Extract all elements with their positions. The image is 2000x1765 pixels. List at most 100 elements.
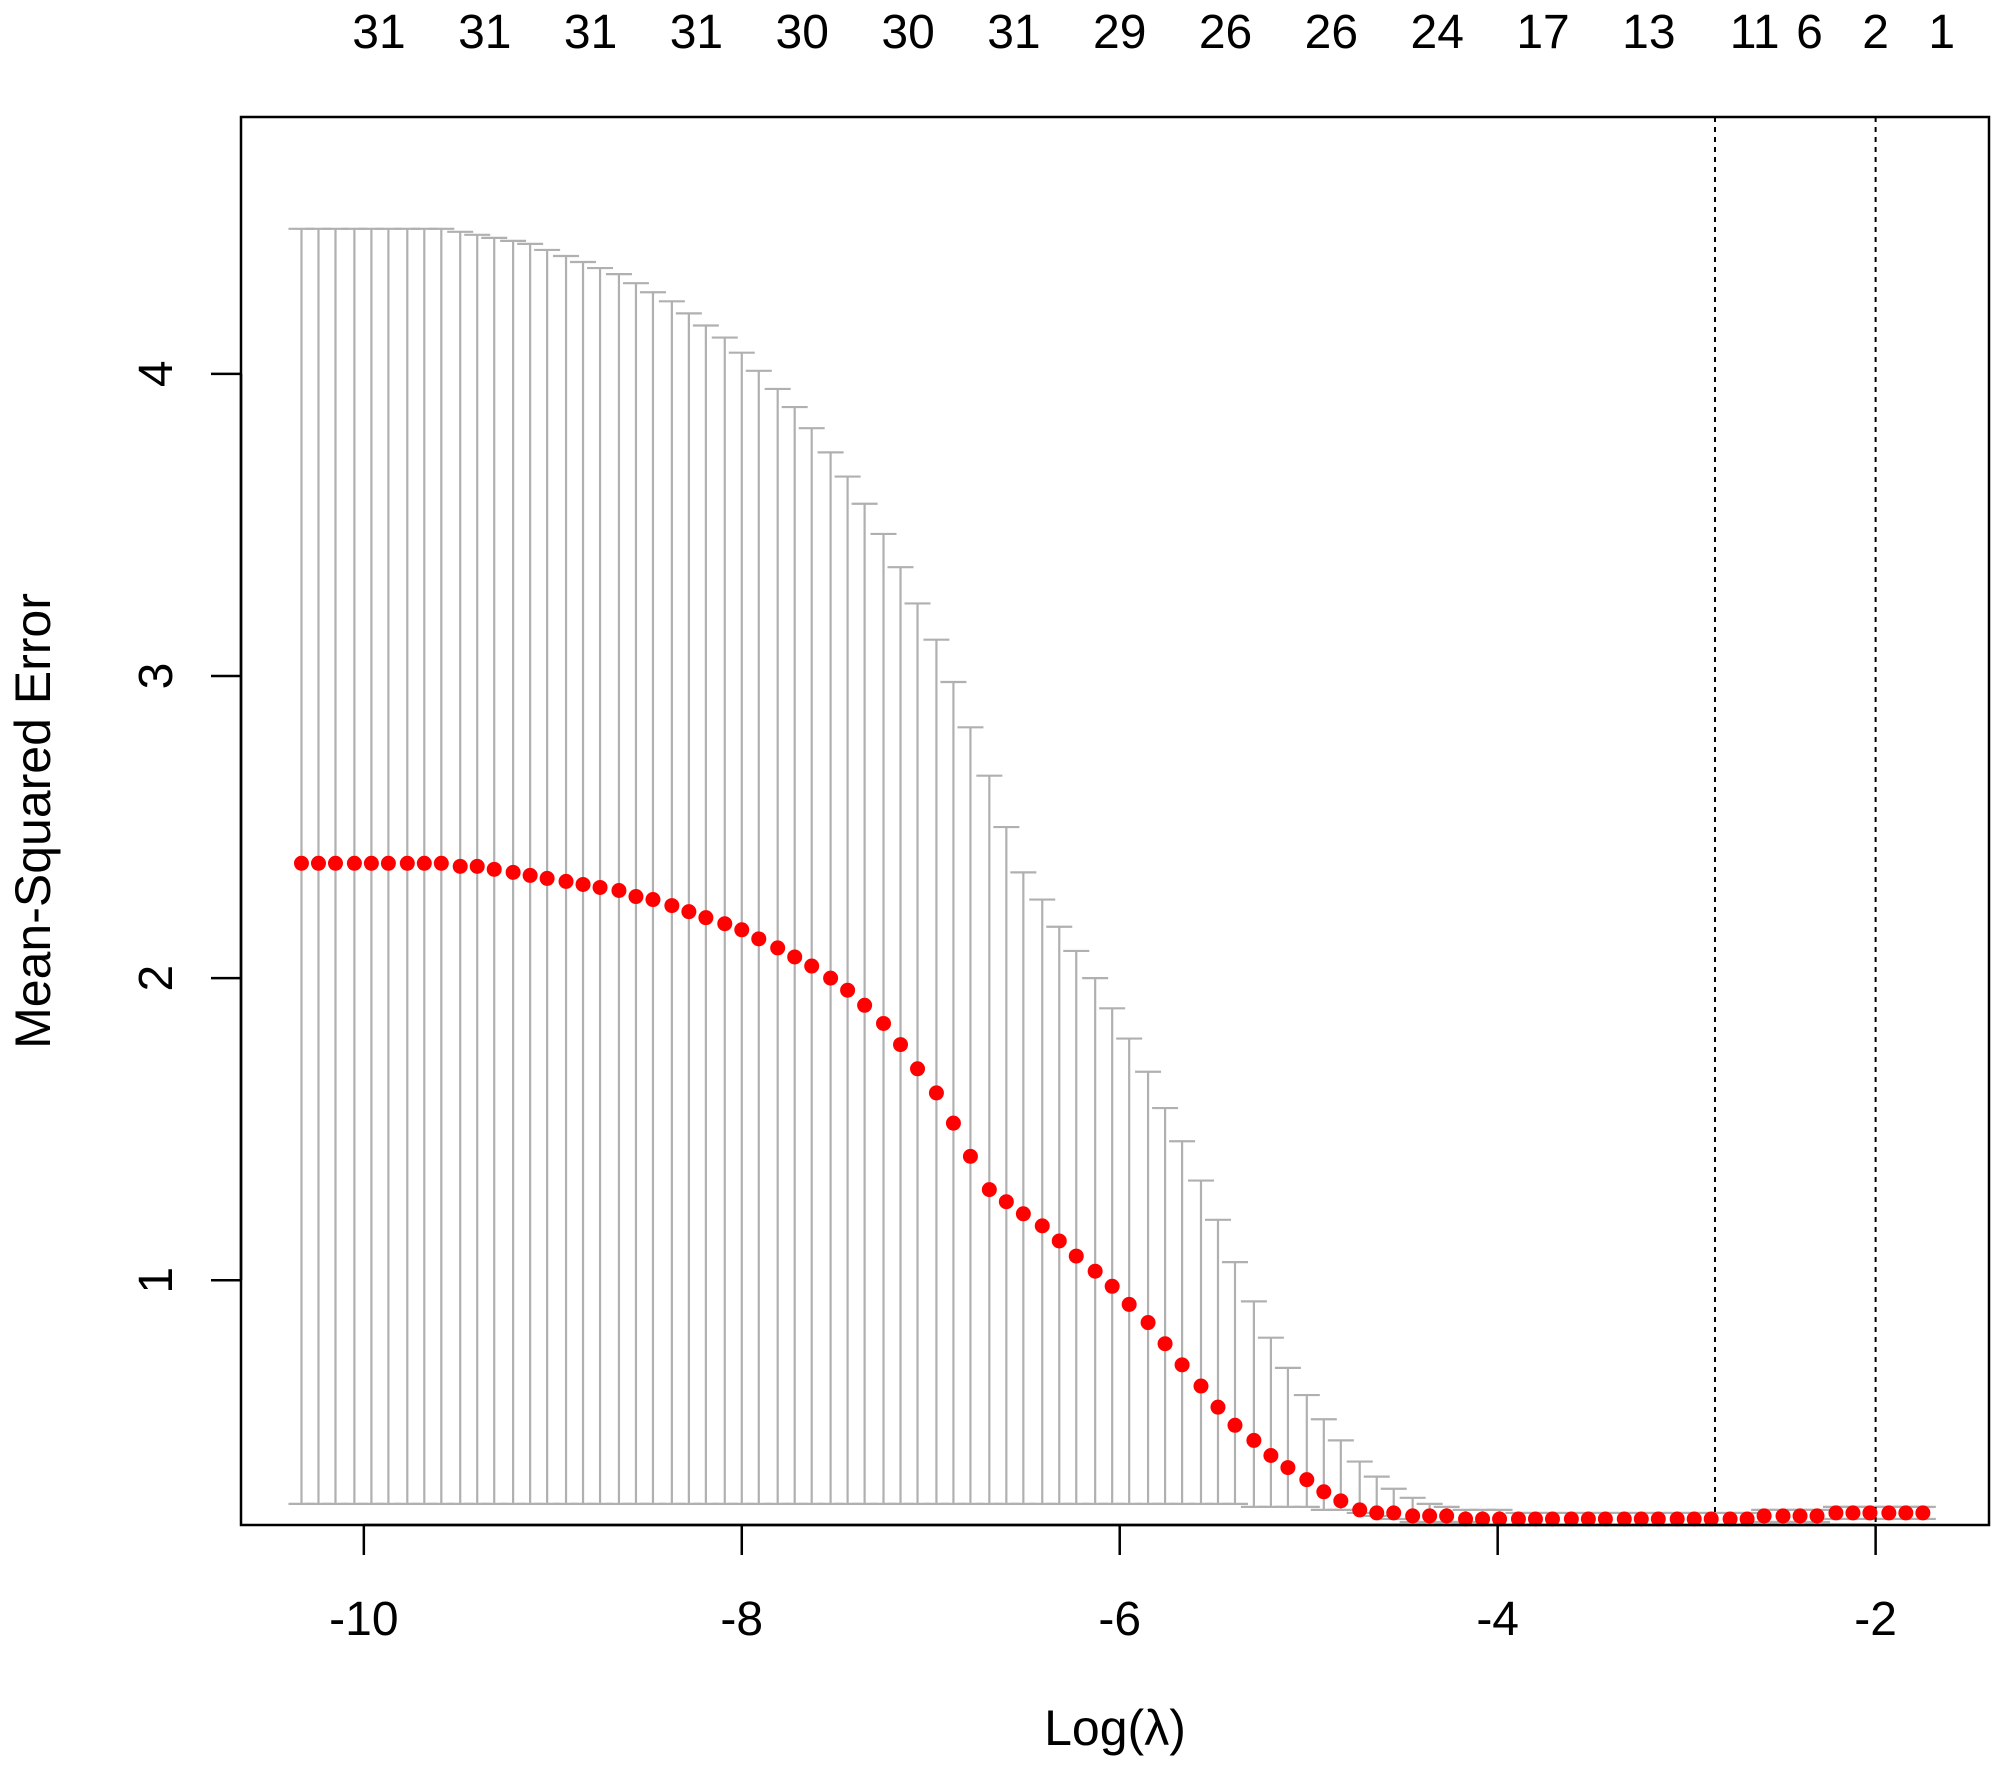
mse-point xyxy=(1458,1511,1474,1527)
top-axis-count-label: 11 xyxy=(1730,6,1780,59)
mse-point xyxy=(893,1037,909,1053)
x-tick-label: -10 xyxy=(329,1593,398,1646)
mse-point xyxy=(1739,1511,1755,1527)
mse-point xyxy=(1034,1218,1050,1234)
mse-point xyxy=(823,970,839,986)
mse-point xyxy=(1104,1278,1120,1294)
mse-point xyxy=(1316,1484,1332,1500)
y-axis-label: Mean-Squared Error xyxy=(5,593,61,1049)
top-axis-count-label: 24 xyxy=(1411,6,1464,59)
mse-point xyxy=(664,898,680,914)
mse-point xyxy=(486,861,502,877)
reference-lines-group xyxy=(1713,117,1877,1525)
mse-point xyxy=(734,922,750,938)
mse-point xyxy=(1722,1511,1738,1527)
top-axis-count-label: 31 xyxy=(458,6,511,59)
mse-point xyxy=(539,870,555,886)
top-axis-count-label: 1 xyxy=(1928,6,1955,59)
mse-point xyxy=(505,864,521,880)
mse-point xyxy=(1881,1505,1897,1521)
top-axis-count-label: 31 xyxy=(987,6,1040,59)
y-tick-label: 2 xyxy=(130,965,183,992)
mse-point xyxy=(1756,1508,1772,1524)
mse-point xyxy=(1068,1248,1084,1264)
mse-point xyxy=(1227,1417,1243,1433)
mse-point xyxy=(1563,1511,1579,1527)
mse-point xyxy=(592,879,608,895)
mse-point xyxy=(998,1194,1014,1210)
mse-point xyxy=(1775,1508,1791,1524)
top-axis-count-label: 26 xyxy=(1305,6,1358,59)
mse-point xyxy=(1210,1399,1226,1415)
mse-point xyxy=(1633,1511,1649,1527)
plot-frame xyxy=(239,115,1991,1527)
mse-point xyxy=(840,982,856,998)
x-tick-label: -8 xyxy=(720,1593,763,1646)
top-axis-nonzero-counts: 31 31 31 31 30 30 31 29 26 26 24 17 13 11 6 2 1 xyxy=(352,6,1955,59)
mse-point xyxy=(698,910,714,926)
mse-point xyxy=(1193,1378,1209,1394)
x-axis-label: Log(λ) xyxy=(1044,1700,1186,1756)
mse-point xyxy=(945,1115,961,1131)
mse-point xyxy=(1386,1505,1402,1521)
mse-point xyxy=(1422,1508,1438,1524)
mse-point xyxy=(1580,1511,1596,1527)
top-axis-count-label: 26 xyxy=(1199,6,1252,59)
mse-point xyxy=(1051,1233,1067,1249)
mse-point xyxy=(558,873,574,889)
mse-point xyxy=(1597,1511,1613,1527)
top-axis-count-label: 30 xyxy=(881,6,934,59)
mse-point xyxy=(962,1148,978,1164)
mse-point xyxy=(645,892,661,908)
mse-point xyxy=(1492,1511,1508,1527)
mse-point xyxy=(1544,1511,1560,1527)
mse-point xyxy=(1616,1511,1632,1527)
mse-point xyxy=(1686,1511,1702,1527)
mse-point xyxy=(1157,1336,1173,1352)
x-axis: -10 -8 -6 -4 -2 xyxy=(329,1523,1897,1646)
mse-point xyxy=(310,855,326,871)
mse-point xyxy=(876,1015,892,1031)
mse-point xyxy=(1439,1508,1455,1524)
mse-point xyxy=(981,1182,997,1198)
mse-point xyxy=(1915,1505,1931,1521)
x-tick-label: -2 xyxy=(1854,1593,1897,1646)
mse-point xyxy=(416,855,432,871)
mse-point xyxy=(1246,1432,1262,1448)
mse-point xyxy=(452,858,468,874)
mse-points-group xyxy=(293,855,1931,1527)
mse-point xyxy=(293,855,309,871)
x-tick-label: -6 xyxy=(1098,1593,1141,1646)
top-axis-count-label: 31 xyxy=(564,6,617,59)
mse-point xyxy=(469,858,485,874)
mse-point xyxy=(1087,1263,1103,1279)
mse-point xyxy=(1650,1511,1666,1527)
top-axis-count-label: 13 xyxy=(1622,6,1675,59)
mse-point xyxy=(399,855,415,871)
mse-point xyxy=(787,949,803,965)
mse-point xyxy=(433,855,449,871)
mse-point xyxy=(770,940,786,956)
y-tick-label: 4 xyxy=(130,360,183,387)
mse-point xyxy=(363,855,379,871)
mse-point xyxy=(1527,1511,1543,1527)
y-tick-label: 3 xyxy=(130,663,183,690)
top-axis-count-label: 30 xyxy=(776,6,829,59)
top-axis-count-label: 31 xyxy=(352,6,405,59)
mse-point xyxy=(804,958,820,974)
mse-point xyxy=(1898,1505,1914,1521)
mse-point xyxy=(380,855,396,871)
mse-point xyxy=(1280,1460,1296,1476)
top-axis-count-label: 31 xyxy=(670,6,723,59)
mse-point xyxy=(1809,1508,1825,1524)
mse-point xyxy=(1352,1502,1368,1518)
top-axis-count-label: 29 xyxy=(1093,6,1146,59)
mse-point xyxy=(1121,1296,1137,1312)
top-axis-count-label: 17 xyxy=(1516,6,1569,59)
mse-point xyxy=(1299,1472,1315,1488)
top-axis-count-label: 2 xyxy=(1862,6,1889,59)
mse-point xyxy=(1510,1511,1526,1527)
mse-point xyxy=(1845,1505,1861,1521)
mse-point xyxy=(1140,1315,1156,1331)
